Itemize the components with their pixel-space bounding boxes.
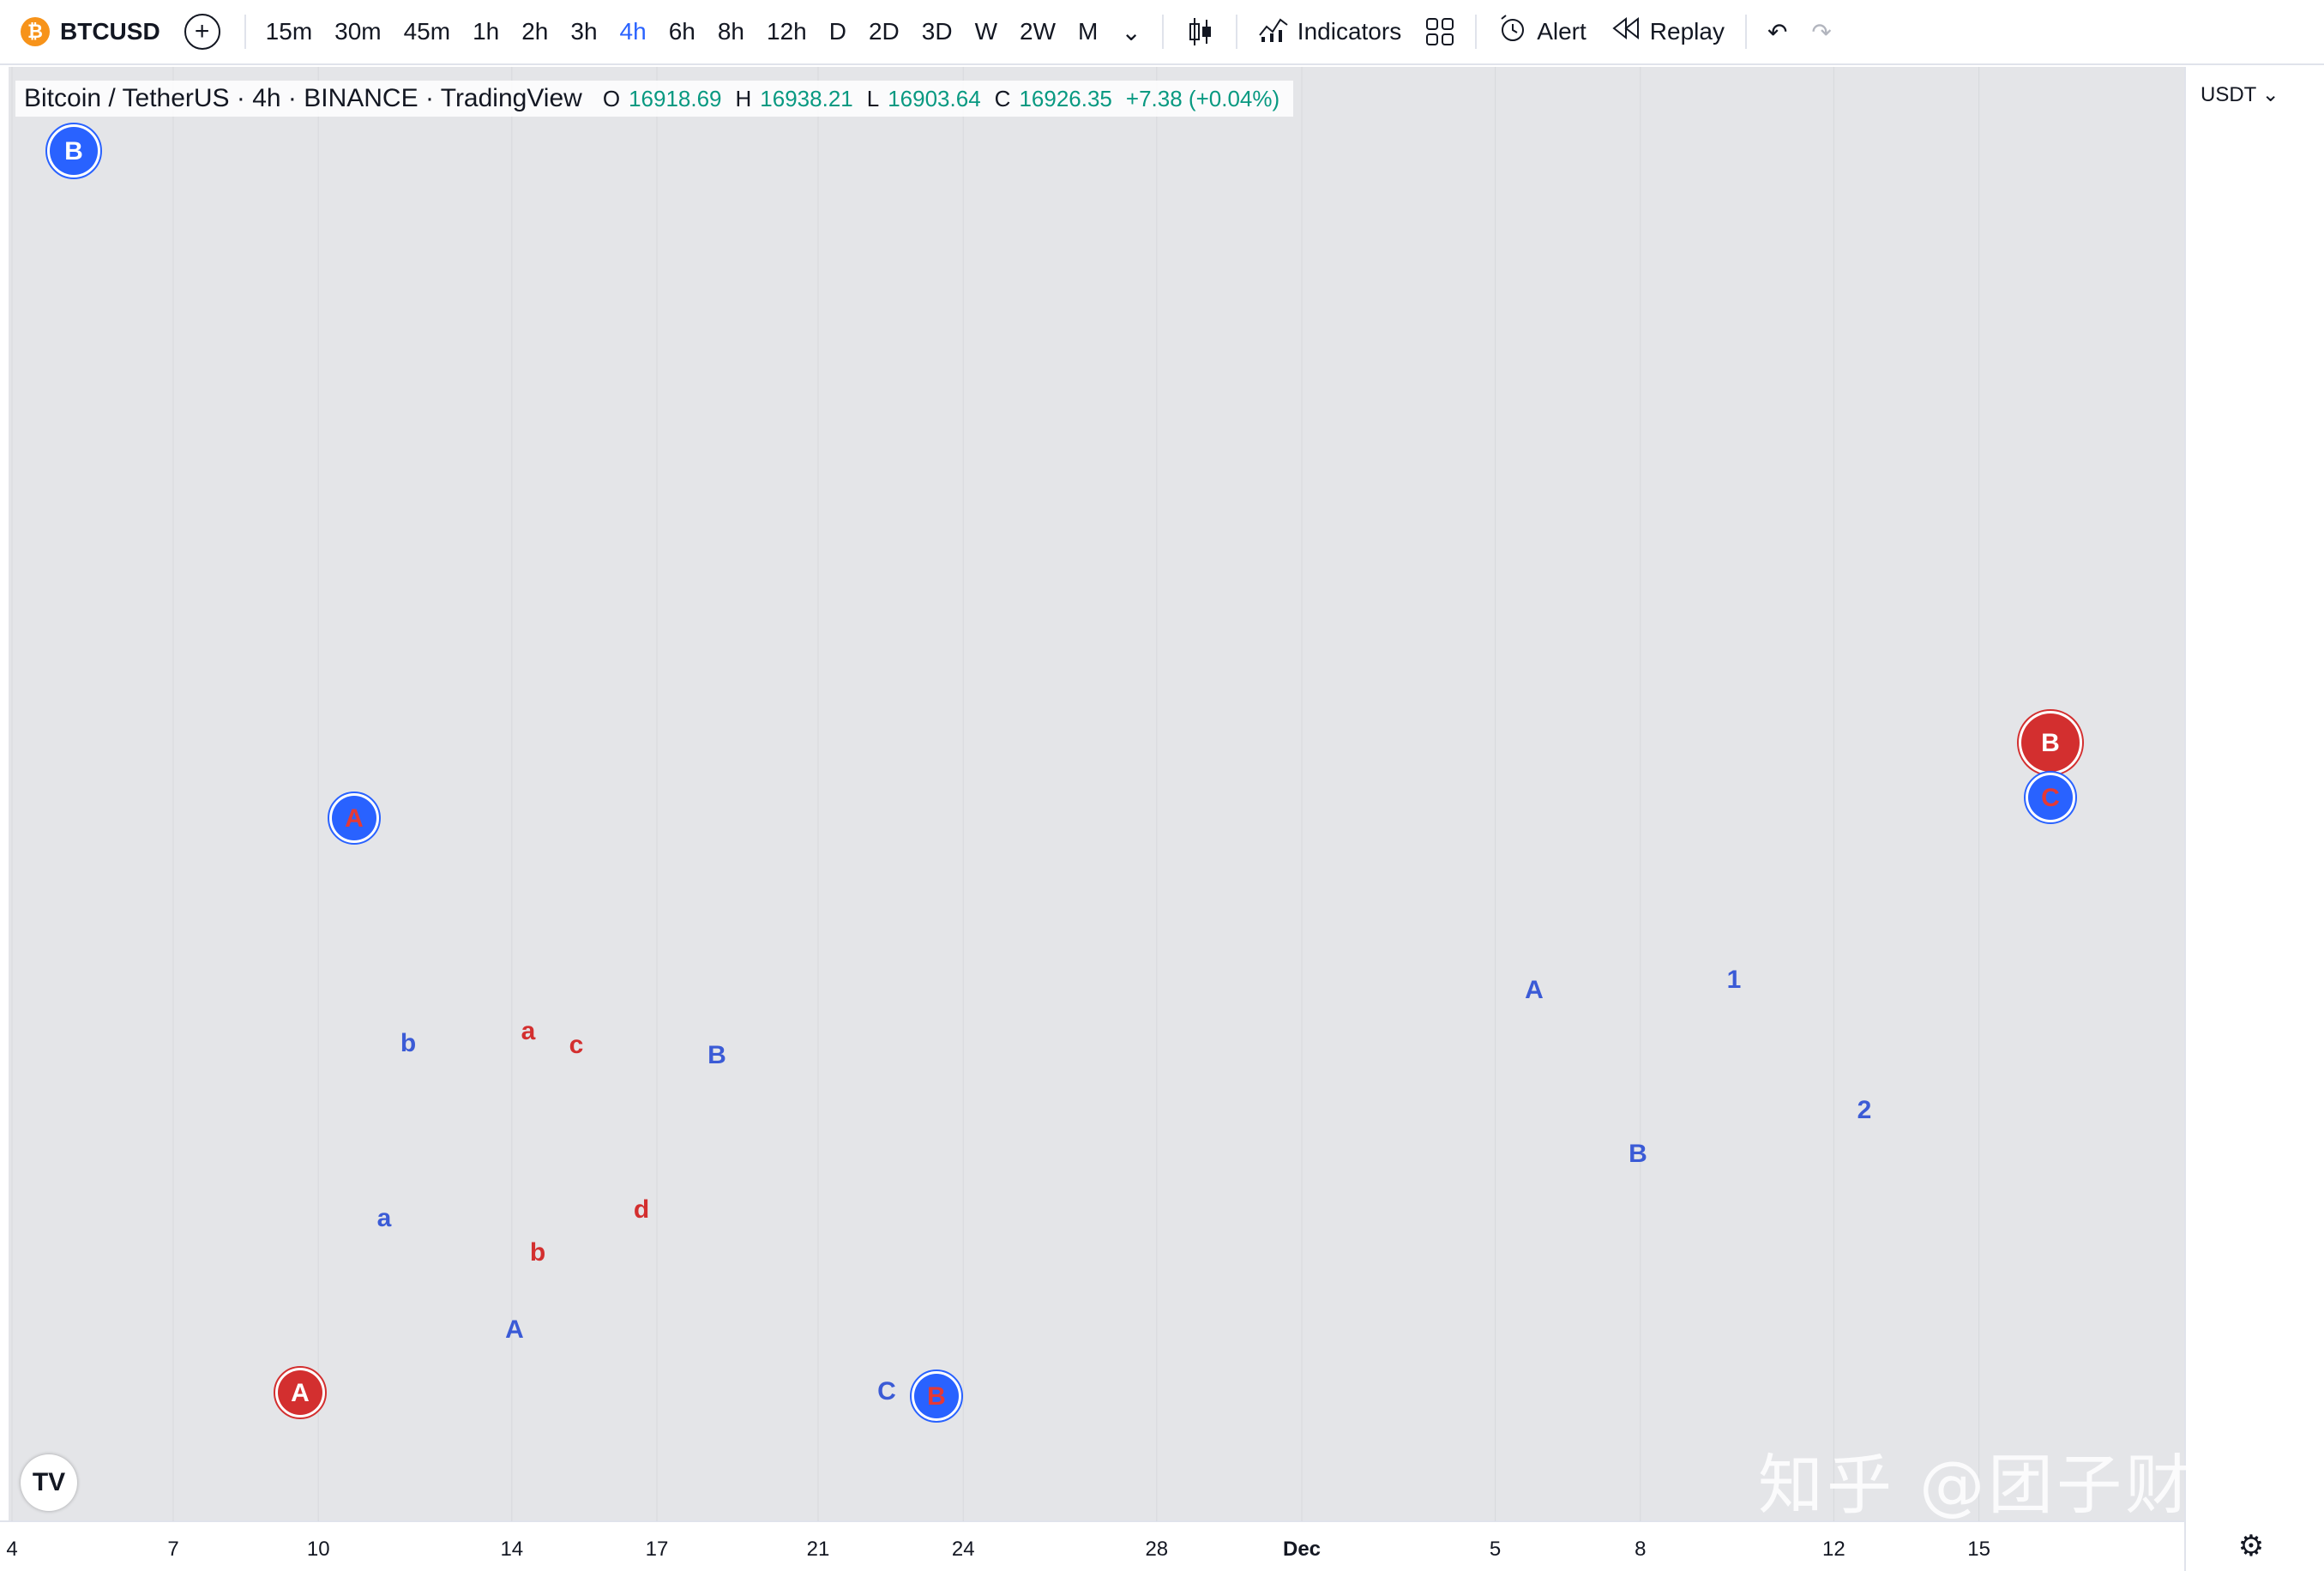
legend-high-label: H xyxy=(735,85,752,111)
timeframe-8h[interactable]: 8h xyxy=(717,18,745,45)
indicators-button[interactable]: Indicators xyxy=(1246,0,1413,64)
time-tick-label: 14 xyxy=(500,1538,523,1561)
separator xyxy=(244,15,246,49)
wave-label-circled: A xyxy=(345,804,364,833)
time-tick-label: 8 xyxy=(1635,1538,1646,1561)
timeframe-1h[interactable]: 1h xyxy=(473,18,500,45)
legend-close-label: C xyxy=(994,85,1011,111)
timeframe-W[interactable]: W xyxy=(974,18,997,45)
wave-label-circle xyxy=(278,1370,322,1415)
wave-label: 2 xyxy=(1857,1096,1872,1124)
legend-low-label: L xyxy=(866,85,880,111)
symbol-search[interactable]: ₿ BTCUSD xyxy=(0,17,160,46)
legend-close: 16926.35 xyxy=(1019,85,1112,111)
alert-label: Alert xyxy=(1537,18,1586,45)
wave-label-circled: C xyxy=(2041,784,2060,812)
wave-label-circled: B xyxy=(2041,729,2060,757)
wave-label: A xyxy=(505,1315,524,1344)
tradingview-logo[interactable]: TV xyxy=(21,1454,77,1511)
time-tick-label: 21 xyxy=(807,1538,830,1561)
timeframe-6h[interactable]: 6h xyxy=(668,18,695,45)
price-chart[interactable]: 21600.0021200.0020800.0020400.0020000.00… xyxy=(0,67,2324,1571)
wave-label-circle xyxy=(2021,713,2080,772)
wave-label: C xyxy=(877,1377,896,1405)
chart-legend: Bitcoin / TetherUS · 4h · BINANCE · Trad… xyxy=(15,81,1294,117)
layouts-grid-icon[interactable] xyxy=(1413,0,1466,64)
timeframe-2h[interactable]: 2h xyxy=(521,18,549,45)
wave-label: A xyxy=(1525,976,1544,1004)
wave-label-circle xyxy=(50,127,98,175)
legend-title: Bitcoin / TetherUS · 4h · BINANCE · Trad… xyxy=(24,84,582,112)
indicators-icon xyxy=(1258,15,1289,49)
separator xyxy=(1475,15,1478,49)
range-zone xyxy=(9,67,2185,1521)
wave-label: 1 xyxy=(1727,966,1742,994)
time-tick-label: 24 xyxy=(952,1538,975,1561)
wave-label: B xyxy=(707,1041,726,1069)
timeframe-2D[interactable]: 2D xyxy=(868,18,900,45)
timeframe-12h[interactable]: 12h xyxy=(767,18,807,45)
timeframe-4h[interactable]: 4h xyxy=(619,18,647,45)
timeframe-D[interactable]: D xyxy=(828,18,846,45)
time-tick-label: 15 xyxy=(1967,1538,1990,1561)
wave-label: a xyxy=(521,1017,536,1045)
timeframe-M[interactable]: M xyxy=(1078,18,1099,45)
redo-icon[interactable]: ↷ xyxy=(1811,18,1832,45)
timeframe-45m[interactable]: 45m xyxy=(403,18,451,45)
time-tick-label: 5 xyxy=(1490,1538,1501,1561)
wave-label-circled: B xyxy=(927,1382,946,1411)
price-axis-background xyxy=(2185,67,2324,1571)
separator xyxy=(1161,15,1164,49)
replay-label: Replay xyxy=(1649,18,1725,45)
wave-label: d xyxy=(634,1195,649,1224)
top-toolbar: ₿ BTCUSD + 15m 30m 45m 1h 2h 3h 4h 6h 8h 12h D 2D 3D… xyxy=(0,0,2324,65)
replay-icon xyxy=(1611,15,1641,48)
bitcoin-icon: ₿ xyxy=(21,17,50,46)
replay-button[interactable]: Replay xyxy=(1599,0,1737,64)
alarm-clock-icon xyxy=(1497,13,1528,51)
separator xyxy=(1744,15,1747,49)
currency-label: USDT xyxy=(2201,83,2256,106)
wave-label-circle xyxy=(332,796,376,840)
wave-label: c xyxy=(569,1031,584,1059)
undo-icon[interactable]: ↶ xyxy=(1767,18,1788,45)
time-tick-label: 12 xyxy=(1822,1538,1845,1561)
legend-high: 16938.21 xyxy=(760,85,853,111)
time-tick-label: 4 xyxy=(6,1538,17,1561)
timeframe-dropdown-icon[interactable]: ⌄ xyxy=(1121,18,1141,45)
timeframe-15m[interactable]: 15m xyxy=(265,18,313,45)
wave-label: b xyxy=(530,1238,545,1267)
compare-add-icon[interactable]: + xyxy=(184,14,220,50)
timeframe-2W[interactable]: 2W xyxy=(1020,18,1056,45)
wave-label-circle xyxy=(2028,775,2073,820)
wave-label: b xyxy=(400,1029,416,1057)
wave-label: a xyxy=(377,1204,392,1232)
settings-gear-icon: ⚙ xyxy=(2238,1529,2264,1563)
time-tick-label: 7 xyxy=(167,1538,178,1561)
legend-low: 16903.64 xyxy=(888,85,981,111)
timeframe-3D[interactable]: 3D xyxy=(921,18,953,45)
timeframe-30m[interactable]: 30m xyxy=(334,18,382,45)
legend-change: +7.38 (+0.04%) xyxy=(1125,85,1280,111)
legend-open: 16918.69 xyxy=(629,85,722,111)
currency-selector[interactable]: USDT ⌄ xyxy=(2201,83,2279,106)
time-tick-label: 28 xyxy=(1145,1538,1168,1561)
timeframe-3h[interactable]: 3h xyxy=(570,18,598,45)
time-tick-label: 10 xyxy=(307,1538,330,1561)
symbol-label: BTCUSD xyxy=(60,18,160,45)
wave-label-circled: B xyxy=(64,137,83,166)
time-tick-label: 17 xyxy=(646,1538,669,1561)
wave-label-circled: A xyxy=(291,1379,310,1407)
wave-label: B xyxy=(1629,1140,1647,1168)
time-tick-label: Dec xyxy=(1283,1538,1321,1561)
time-axis-background xyxy=(0,1521,2185,1571)
chart-type-candles-icon[interactable] xyxy=(1172,0,1227,64)
timeframe-list: 15m 30m 45m 1h 2h 3h 4h 6h 8h 12h D 2D 3D W 2W M xyxy=(255,0,1110,64)
indicators-label: Indicators xyxy=(1297,18,1402,45)
watermark: 知乎 @团子财经 xyxy=(1758,1447,2263,1523)
legend-open-label: O xyxy=(602,85,621,111)
separator xyxy=(1235,15,1237,49)
alert-button[interactable]: Alert xyxy=(1485,0,1599,64)
wave-label-circle xyxy=(914,1374,959,1418)
